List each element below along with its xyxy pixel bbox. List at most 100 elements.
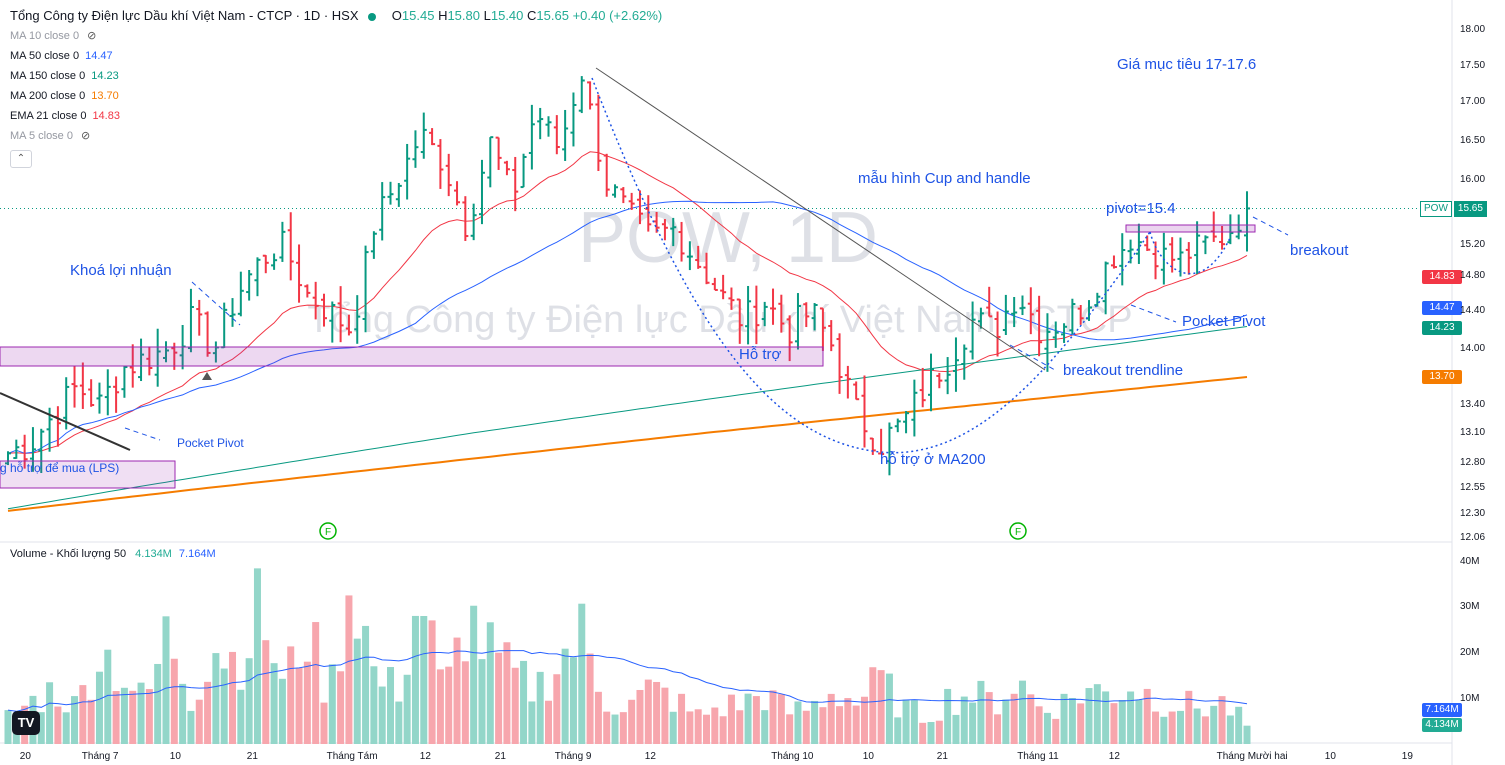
indicator-row[interactable]: MA 5 close 0 ⊘ (10, 126, 662, 146)
volume-bar (794, 701, 802, 744)
volume-bar (71, 696, 79, 744)
volume-bar (1085, 688, 1093, 744)
indicator-list: MA 10 close 0 ⊘ MA 50 close 0 14.47 MA 150 c… (10, 26, 662, 146)
volume-bar (262, 640, 270, 744)
volume-bar (4, 710, 12, 744)
volume-bar (436, 669, 444, 744)
volume-bar (411, 615, 419, 744)
volume-ma-line (7, 650, 1248, 712)
volume-bar (653, 681, 661, 744)
annotation-breakout: breakout (1290, 242, 1349, 259)
volume-bar (120, 687, 128, 744)
ma150-line (7, 326, 1248, 510)
volume-bar (1226, 715, 1234, 744)
annotation-pivot: pivot=15.4 (1106, 200, 1176, 217)
cup-curve (591, 77, 1151, 454)
volume-bar (885, 673, 893, 744)
volume-bar (420, 616, 428, 744)
volume-bar (736, 710, 744, 744)
volume-bar (836, 706, 844, 744)
volume-bar (162, 616, 170, 744)
indicator-label: MA 5 close 0 (10, 130, 73, 142)
financial-event-icon (1009, 522, 1027, 540)
indicator-row[interactable]: MA 10 close 0 ⊘ (10, 26, 662, 46)
volume-bar (694, 709, 702, 744)
time-tick-label: Tháng 7 (81, 751, 119, 762)
ema21-tag: 14.83 (1422, 270, 1462, 284)
indicator-row[interactable]: EMA 21 close 0 14.83 (10, 106, 662, 126)
symbol-name[interactable]: Tổng Công ty Điện lực Dầu khí Việt Nam -… (10, 8, 359, 23)
volume-bar (1027, 694, 1035, 744)
price-tick-label: 13.40 (1460, 399, 1486, 410)
volume-bar (819, 707, 827, 744)
volume-bar (1002, 699, 1010, 744)
hidden-eye-icon[interactable]: ⊘ (87, 30, 97, 42)
early-trend-line (0, 392, 131, 451)
volume-bar (204, 681, 212, 744)
volume-bar (287, 646, 295, 744)
price-tick-label: 13.10 (1460, 427, 1486, 438)
price-tick-label: 15.20 (1460, 239, 1486, 250)
volume-bar (769, 690, 777, 744)
volume-tick-label: 40M (1460, 556, 1480, 567)
indicator-row[interactable]: MA 200 close 0 13.70 (10, 86, 662, 106)
volume-bar (711, 707, 719, 744)
tradingview-logo[interactable]: TV (12, 711, 40, 735)
volume-bar (229, 651, 237, 744)
volume-bar (395, 701, 403, 744)
volume-bar (702, 714, 710, 744)
time-tick-label: 21 (494, 751, 506, 762)
volume-bar (1118, 700, 1126, 744)
volume-bar (104, 649, 112, 744)
volume-bar (811, 700, 819, 744)
volume-bar (237, 689, 245, 744)
volume-bar (520, 660, 528, 744)
hidden-eye-icon[interactable]: ⊘ (80, 130, 91, 142)
volume-bar (295, 668, 303, 744)
volume-bar (245, 658, 253, 744)
volume-bar (1077, 703, 1085, 744)
volume-bar (37, 712, 45, 744)
indicator-value: 14.47 (85, 50, 113, 62)
collapse-legend-button[interactable]: ⌃ (10, 150, 32, 168)
volume-bar (1152, 711, 1160, 744)
volume-bar (1201, 716, 1209, 744)
volume-tick-label: 20M (1460, 647, 1480, 658)
volume-bar (985, 692, 993, 744)
annotation-support: Hỗ trợ (739, 346, 782, 363)
financial-event-letter: F (325, 527, 331, 538)
volume-bar (129, 690, 137, 744)
volume-bar (1193, 708, 1201, 744)
volume-bar (952, 714, 960, 744)
watermark-name: Tổng Công ty Điện lực Dầu khí Việt Nam -… (307, 299, 1132, 341)
volume-bar (578, 603, 586, 744)
annotation-take-profit: Khoá lợi nhuận (70, 262, 172, 279)
volume-bar (220, 668, 228, 744)
annotation-lps: g hỗ trợ để mua (LPS) (0, 461, 120, 475)
time-tick-label: 21 (246, 751, 258, 762)
indicator-row[interactable]: MA 150 close 0 14.23 (10, 66, 662, 86)
price-tick-label: 12.55 (1460, 482, 1486, 493)
volume-bar (1018, 680, 1026, 744)
volume-bar (1068, 697, 1076, 744)
indicator-label: MA 50 close 0 (10, 50, 80, 62)
volume-bar (453, 637, 461, 744)
volume-bar (686, 711, 694, 744)
volume-bar (320, 702, 328, 744)
volume-bar (1210, 705, 1218, 744)
volume-bar (1060, 693, 1068, 744)
ma200-tag: 13.70 (1422, 370, 1462, 384)
volume-tick-label: 10M (1460, 693, 1480, 704)
volume-bar (112, 691, 120, 744)
indicator-row[interactable]: MA 50 close 0 14.47 (10, 46, 662, 66)
take-profit-pointer (191, 281, 241, 326)
volume-bar (362, 625, 370, 744)
ma50-line (7, 200, 1248, 454)
volume-bar (1235, 706, 1243, 744)
volume-bar (46, 682, 54, 744)
price-tick-label: 17.00 (1460, 96, 1486, 107)
time-tick-label: 21 (936, 751, 948, 762)
volume-bar (278, 678, 286, 744)
volume-bar (145, 689, 153, 744)
